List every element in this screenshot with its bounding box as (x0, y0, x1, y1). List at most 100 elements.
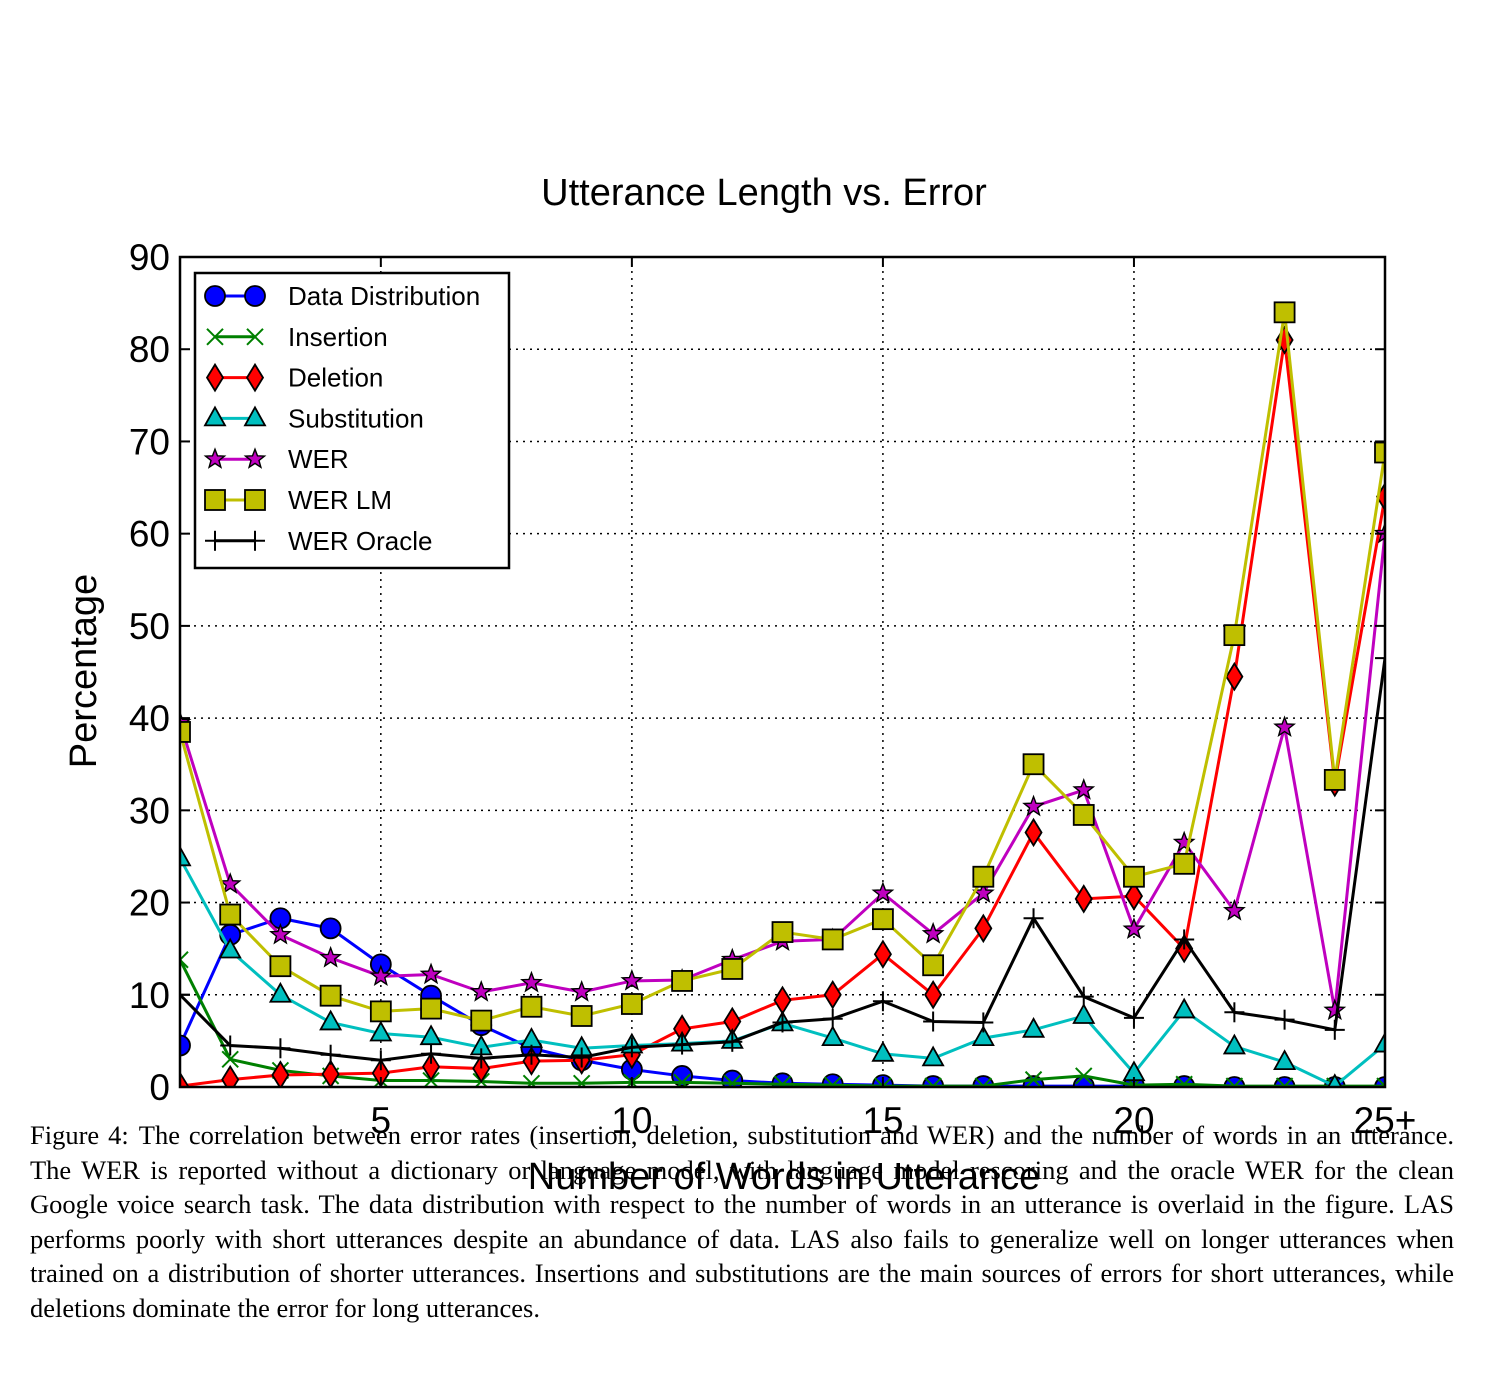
data-point-deletion (823, 980, 842, 1010)
data-point-wer-oracle (973, 1012, 994, 1033)
data-point-substitution (268, 981, 292, 1003)
data-point-wer-oracle (220, 1035, 241, 1056)
data-point-wer (1122, 917, 1146, 940)
legend-label: WER (288, 444, 349, 474)
y-axis-label: Percentage (63, 574, 105, 768)
data-point-insertion (180, 951, 189, 969)
data-point-wer-oracle (1324, 1019, 1345, 1040)
data-point-wer (319, 945, 343, 968)
data-point-wer-oracle (672, 1034, 693, 1055)
data-point-substitution (1172, 997, 1196, 1019)
x-tick-label: 15 (862, 1100, 903, 1141)
data-point-substitution (1273, 1049, 1297, 1070)
data-point-insertion (1175, 1075, 1193, 1087)
data-point-wer-lm (470, 1009, 493, 1032)
data-point-deletion (1124, 881, 1144, 911)
legend-label: Insertion (288, 322, 388, 352)
data-point-insertion (1075, 1067, 1093, 1085)
data-point-substitution (1072, 1003, 1096, 1024)
legend-label: Deletion (288, 363, 383, 393)
y-tick-label: 30 (129, 790, 170, 831)
data-point-deletion (221, 1064, 240, 1087)
data-point-substitution (369, 1020, 393, 1042)
data-point-wer (921, 921, 945, 944)
data-point-wer (1022, 794, 1045, 817)
legend-label: WER LM (288, 485, 392, 515)
data-point-deletion (421, 1051, 441, 1082)
legend-marker (245, 362, 265, 393)
y-tick-label: 80 (129, 329, 170, 370)
y-tick-label: 0 (149, 1067, 170, 1108)
data-point-wer (419, 962, 443, 985)
data-point-wer-lm (620, 993, 643, 1015)
data-point-wer-oracle (320, 1044, 341, 1065)
y-tick-label: 20 (129, 883, 170, 924)
data-point-wer-lm (1022, 753, 1045, 776)
legend-marker (203, 405, 227, 427)
legend-marker (203, 447, 227, 469)
legend-marker (204, 285, 226, 307)
data-point-substitution (319, 1009, 343, 1031)
data-point-deletion (924, 980, 943, 1010)
data-point-wer-lm (180, 721, 191, 743)
data-point-wer-oracle (1023, 908, 1044, 929)
data-point-wer-lm (570, 1005, 593, 1027)
data-point-substitution (1022, 1016, 1046, 1038)
data-point-wer-oracle (471, 1048, 492, 1069)
data-point-deletion (271, 1060, 290, 1087)
data-point-wer-oracle (370, 1050, 391, 1071)
data-point-deletion (180, 1071, 190, 1087)
legend-marker (205, 530, 225, 551)
data-point-substitution (519, 1027, 543, 1048)
data-point-deletion (472, 1053, 491, 1084)
data-point-deletion (1225, 661, 1244, 692)
data-point-deletion (321, 1059, 340, 1087)
data-point-wer-oracle (571, 1047, 592, 1068)
x-tick-label: 10 (611, 1100, 652, 1141)
x-tick-label: 20 (1113, 1100, 1154, 1141)
legend-item-wer: WER (203, 444, 349, 474)
data-point-wer-lm (1223, 624, 1246, 647)
legend-marker (243, 447, 267, 469)
x-tick-label: 5 (371, 1100, 392, 1141)
y-tick-label: 90 (129, 237, 170, 278)
legend-marker (245, 530, 265, 551)
x-tick-label: 25+ (1354, 1100, 1417, 1141)
axis-ticks: 0 10 20 30 40 50 60 70 80 90 5 10 15 20 25+ (129, 237, 1417, 1141)
data-point-deletion (974, 913, 993, 944)
data-point-data-distribution (319, 917, 342, 940)
data-point-wer-lm (922, 954, 945, 977)
data-point-wer-lm (721, 958, 744, 980)
data-point-insertion (221, 1050, 239, 1069)
caption-text: The correlation between error rates (ins… (30, 1120, 1454, 1323)
figure-caption: Figure 4: The correlation between error r… (30, 1118, 1454, 1325)
data-point-wer-lm (269, 955, 292, 978)
data-point-wer-lm (1072, 804, 1095, 826)
data-point-wer-lm (369, 1000, 392, 1023)
data-point-substitution (871, 1040, 895, 1062)
data-point-substitution (1327, 1073, 1343, 1087)
data-point-wer-lm (1273, 301, 1296, 324)
legend-marker (243, 405, 267, 427)
data-point-wer (570, 980, 594, 1002)
data-point-insertion (773, 1075, 792, 1087)
data-point-wer-lm (771, 921, 794, 943)
y-tick-label: 10 (129, 975, 170, 1016)
data-point-wer-lm (872, 908, 894, 931)
legend: Data Distribution Insertion Deletion Substi… (193, 271, 511, 570)
data-point-wer-oracle (923, 1011, 944, 1032)
data-point-insertion (723, 1074, 741, 1087)
data-point-wer-oracle (822, 1008, 843, 1029)
y-tick-label: 60 (129, 514, 170, 555)
data-point-insertion (824, 1076, 842, 1087)
data-point-insertion (1024, 1070, 1043, 1087)
y-tick-label: 40 (129, 698, 170, 739)
data-point-wer-oracle (270, 1038, 291, 1059)
data-point-insertion (1376, 1077, 1385, 1087)
data-point-wer (1222, 898, 1246, 921)
data-point-wer-oracle (621, 1037, 642, 1058)
legend-label: WER Oracle (288, 526, 432, 556)
data-point-wer-lm (219, 903, 242, 926)
data-point-wer-oracle (772, 1012, 793, 1033)
